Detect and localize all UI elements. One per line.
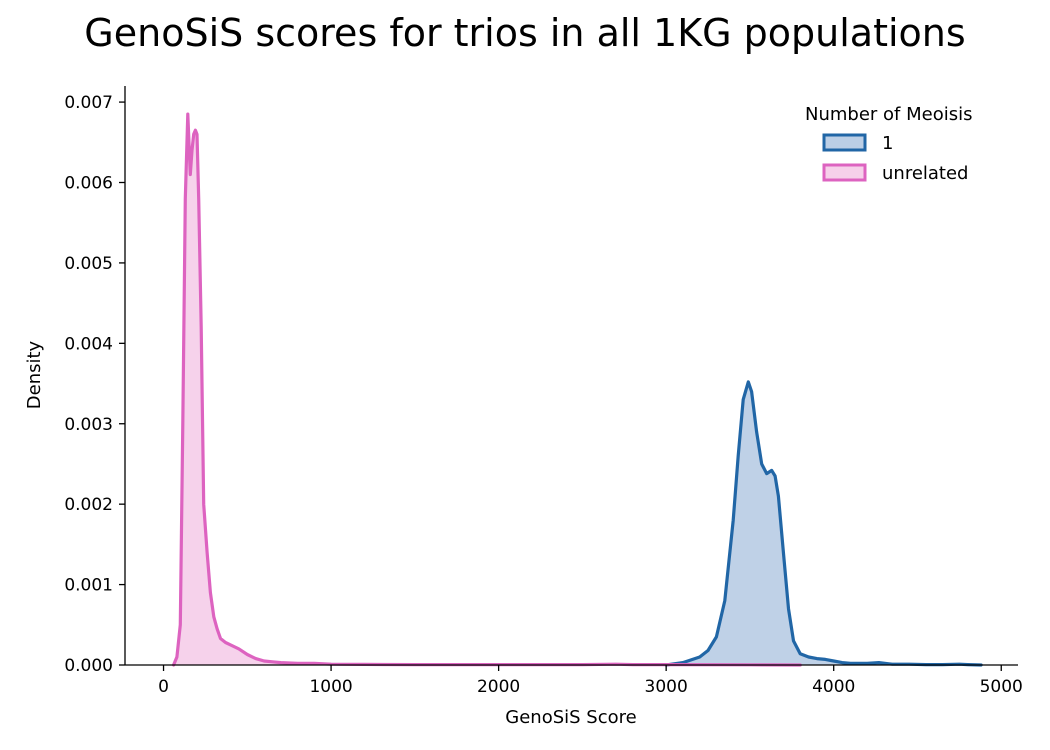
x-tick-label: 0: [158, 677, 169, 697]
x-tick-label: 3000: [645, 677, 688, 697]
density-line-unrelated: [172, 112, 802, 667]
y-tick-label: 0.002: [64, 495, 113, 515]
y-tick-label: 0.007: [64, 93, 113, 113]
legend-swatch: [822, 163, 867, 182]
y-ticks: 0.000 0.001 0.002 0.003 0.004 0.005 0.006 0.007: [64, 93, 125, 676]
y-tick-label: 0.006: [64, 174, 113, 194]
legend: Number of Meoisis 1 unrelated: [805, 104, 972, 184]
density-area-one-meiosis: [666, 381, 982, 665]
chart-title: GenoSiS scores for trios in all 1KG popu…: [84, 11, 965, 55]
y-tick-label: 0.000: [64, 656, 113, 676]
density-area-unrelated: [173, 114, 801, 666]
y-tick-label: 0.001: [64, 576, 113, 596]
legend-title: Number of Meoisis: [805, 104, 972, 125]
density-line-one-meiosis: [664, 380, 983, 667]
y-tick-label: 0.004: [64, 334, 113, 354]
legend-entries: 1 unrelated: [822, 133, 968, 184]
x-tick-label: 2000: [477, 677, 520, 697]
y-tick-label: 0.003: [64, 415, 113, 435]
legend-swatch: [822, 133, 867, 152]
x-ticks: 0 1000 2000 3000 4000 5000: [158, 665, 1023, 697]
y-axis-label: Density: [24, 340, 45, 409]
x-axis-label: GenoSiS Score: [505, 707, 636, 728]
x-tick-label: 5000: [980, 677, 1023, 697]
density-lines: [172, 112, 983, 667]
legend-label: unrelated: [882, 163, 968, 184]
y-tick-label: 0.005: [64, 254, 113, 274]
density-areas: [173, 114, 982, 666]
x-tick-label: 1000: [309, 677, 352, 697]
legend-label: 1: [882, 133, 893, 154]
x-tick-label: 4000: [812, 677, 855, 697]
